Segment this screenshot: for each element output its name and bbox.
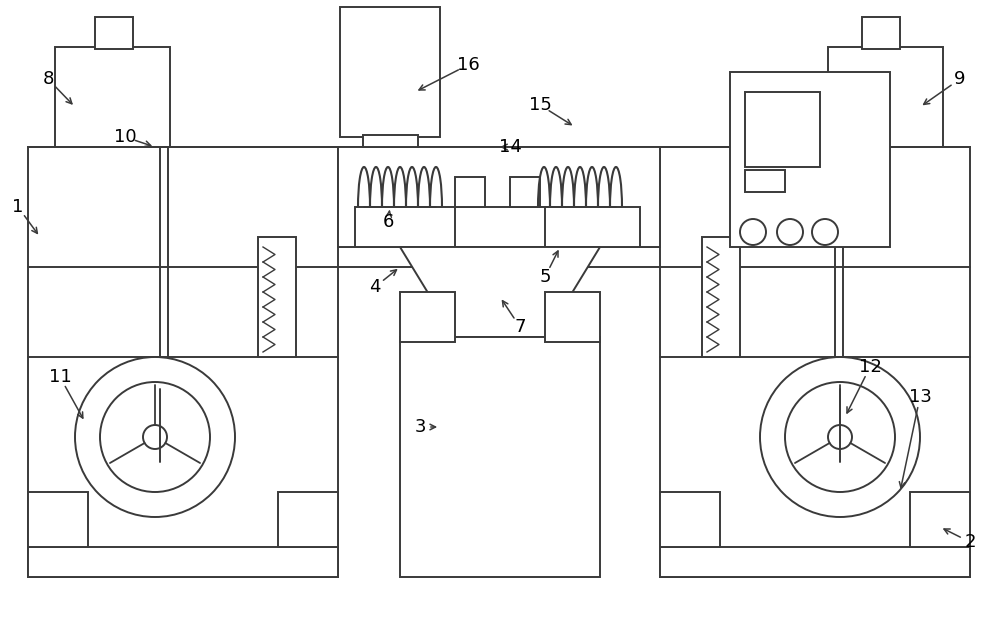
Bar — [910, 492, 970, 547]
Bar — [828, 47, 943, 147]
Bar — [28, 547, 338, 577]
Bar — [660, 492, 720, 547]
Circle shape — [812, 219, 838, 245]
Bar — [28, 492, 88, 547]
Text: 14: 14 — [499, 138, 521, 156]
Bar — [745, 92, 820, 167]
Circle shape — [760, 357, 920, 517]
Bar — [28, 147, 338, 577]
Polygon shape — [400, 247, 600, 337]
Text: 9: 9 — [954, 70, 966, 88]
Bar — [95, 17, 133, 49]
Bar — [338, 147, 660, 247]
Circle shape — [785, 382, 895, 492]
Text: 12: 12 — [859, 358, 881, 376]
Text: 15: 15 — [529, 96, 551, 114]
Bar — [510, 177, 540, 207]
Text: 4: 4 — [369, 278, 381, 296]
Bar — [535, 207, 640, 247]
Text: 13: 13 — [909, 388, 931, 406]
Bar — [545, 292, 600, 342]
Bar — [278, 492, 338, 547]
Text: 8: 8 — [42, 70, 54, 88]
Bar — [660, 147, 970, 577]
Bar — [340, 7, 440, 137]
Text: 7: 7 — [514, 318, 526, 336]
Circle shape — [143, 425, 167, 449]
Bar — [455, 207, 545, 247]
Text: 10: 10 — [114, 128, 136, 146]
Bar — [660, 547, 970, 577]
Text: 11: 11 — [49, 368, 71, 386]
Circle shape — [100, 382, 210, 492]
Bar — [702, 237, 740, 357]
Bar — [400, 292, 455, 342]
Bar — [258, 237, 296, 357]
Text: 2: 2 — [964, 533, 976, 551]
Bar — [455, 177, 485, 207]
Bar — [745, 170, 785, 192]
Bar — [355, 207, 460, 247]
Text: 6: 6 — [382, 213, 394, 231]
Text: 16: 16 — [457, 56, 479, 74]
Bar — [363, 135, 418, 147]
Circle shape — [740, 219, 766, 245]
Circle shape — [75, 357, 235, 517]
Bar — [400, 337, 600, 577]
Bar — [55, 47, 170, 147]
Text: 3: 3 — [414, 418, 426, 436]
Bar — [730, 72, 890, 247]
Text: 5: 5 — [539, 268, 551, 286]
Circle shape — [777, 219, 803, 245]
Bar — [862, 17, 900, 49]
Circle shape — [828, 425, 852, 449]
Text: 1: 1 — [12, 198, 24, 216]
